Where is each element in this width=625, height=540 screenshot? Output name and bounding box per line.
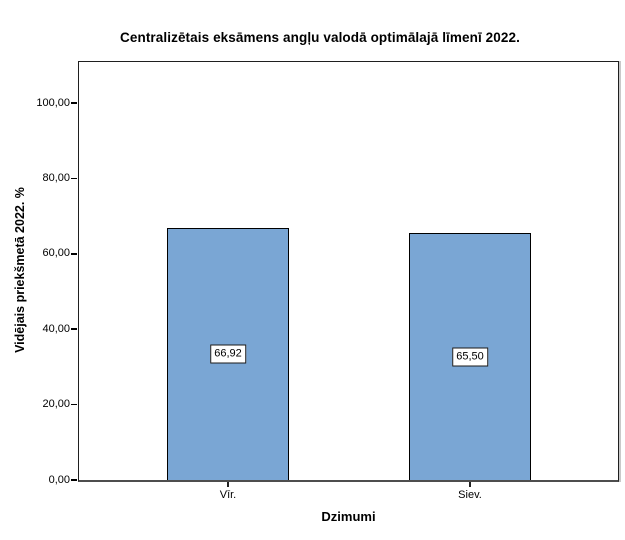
y-tick-mark: [70, 102, 77, 104]
y-tick-label: 0,00: [48, 473, 70, 486]
y-axis-title: Vidējais priekšmetā 2022. %: [13, 187, 27, 353]
y-tick-mark: [70, 177, 77, 180]
x-category-label: Vīr.: [219, 489, 237, 501]
x-tick-mark: [469, 482, 471, 487]
x-tick-mark: [227, 482, 229, 487]
y-tick-mark: [70, 479, 77, 481]
y-tick-mark: [70, 403, 77, 406]
chart-title: Centralizētais eksāmens angļu valodā opt…: [120, 30, 520, 45]
y-tick-label: 40,00: [42, 322, 70, 335]
y-tick-label: 20,00: [42, 398, 70, 411]
y-tick-mark: [70, 328, 77, 330]
y-tick-label: 60,00: [42, 247, 70, 260]
y-tick-mark: [70, 253, 77, 255]
bar-value-label: 66,92: [210, 344, 246, 364]
bar-value-label: 65,50: [452, 347, 488, 367]
y-tick-label: 100,00: [36, 96, 70, 109]
y-tick-label: 80,00: [42, 171, 70, 184]
x-axis-title: Dzimumi: [321, 509, 376, 524]
plot-layer: 0,00 20,00 40,00 60,00 80,00 100,00 66,92 Vīr. 6…: [36, 61, 619, 501]
x-category-label: Siev.: [458, 489, 482, 501]
